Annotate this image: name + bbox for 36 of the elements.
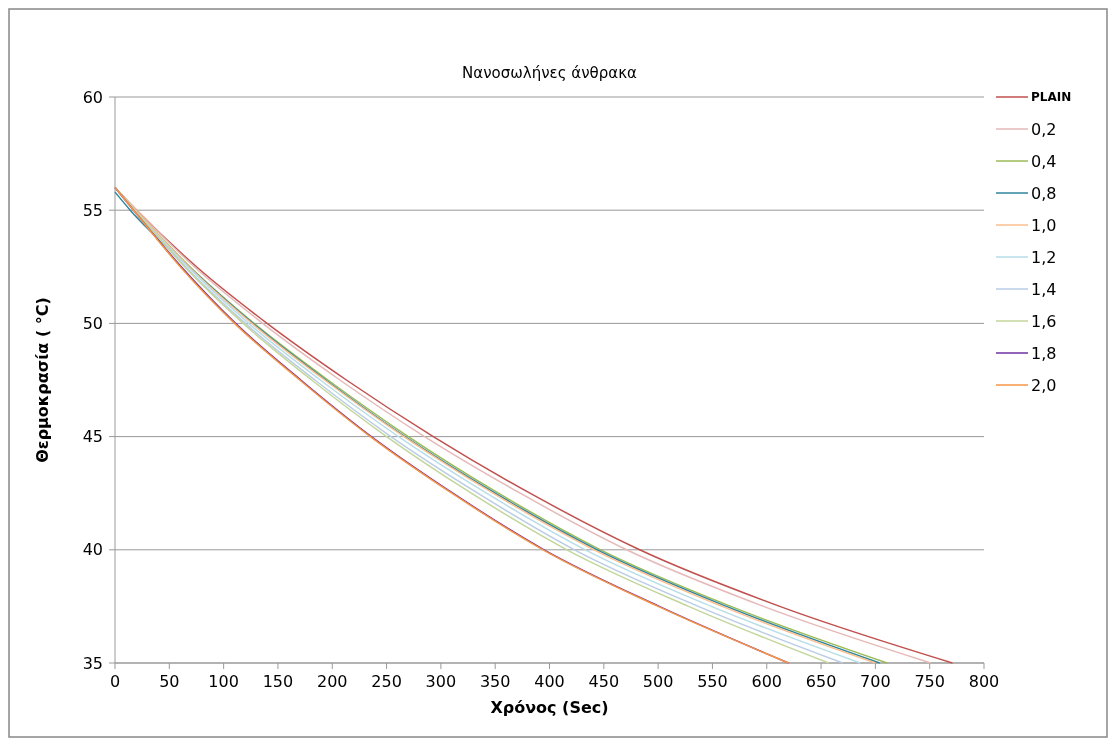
x-tick-label: 250 — [371, 672, 402, 691]
x-tick-label: 650 — [805, 672, 837, 691]
legend-label: 1,6 — [1031, 311, 1057, 331]
x-tick-label: 550 — [697, 672, 728, 691]
x-tick-label: 100 — [208, 672, 239, 691]
y-tick-label: 55 — [82, 200, 103, 220]
y-tick-label: 35 — [82, 653, 103, 673]
y-tick-label: 45 — [82, 427, 103, 447]
legend-label: 0,2 — [1031, 119, 1057, 139]
x-tick-label: 800 — [968, 672, 1000, 691]
x-tick-label: 750 — [914, 672, 945, 691]
x-tick-label: 350 — [479, 672, 511, 691]
y-tick-label: 40 — [82, 540, 103, 560]
legend-label: PLAIN — [1031, 90, 1072, 105]
legend-label: 1,2 — [1031, 247, 1057, 267]
x-tick-label: 600 — [751, 672, 783, 691]
y-axis-title: Θερμοκρασία ( °C) — [33, 297, 52, 463]
legend-label: 1,4 — [1031, 279, 1057, 299]
x-tick-label: 200 — [316, 672, 348, 691]
x-tick-label: 150 — [262, 672, 294, 691]
legend-label: 1,0 — [1031, 215, 1057, 235]
x-axis-title: Χρόνος (Sec) — [490, 698, 609, 717]
x-tick-label: 50 — [159, 672, 180, 691]
y-tick-label: 50 — [82, 314, 103, 333]
x-tick-label: 700 — [860, 672, 891, 691]
chart-title: Νανοσωλήνες άνθρακα — [462, 64, 637, 82]
legend-label: 0,4 — [1031, 151, 1057, 171]
legend-label: 1,8 — [1031, 343, 1057, 363]
legend-label: 2,0 — [1031, 375, 1057, 395]
x-tick-label: 500 — [642, 672, 674, 691]
x-tick-label: 300 — [425, 672, 457, 691]
x-tick-label: 450 — [588, 672, 620, 691]
legend-label: 0,8 — [1031, 183, 1057, 203]
x-tick-label: 400 — [534, 672, 565, 691]
x-tick-label: 0 — [109, 672, 121, 691]
y-tick-label: 60 — [82, 87, 103, 107]
